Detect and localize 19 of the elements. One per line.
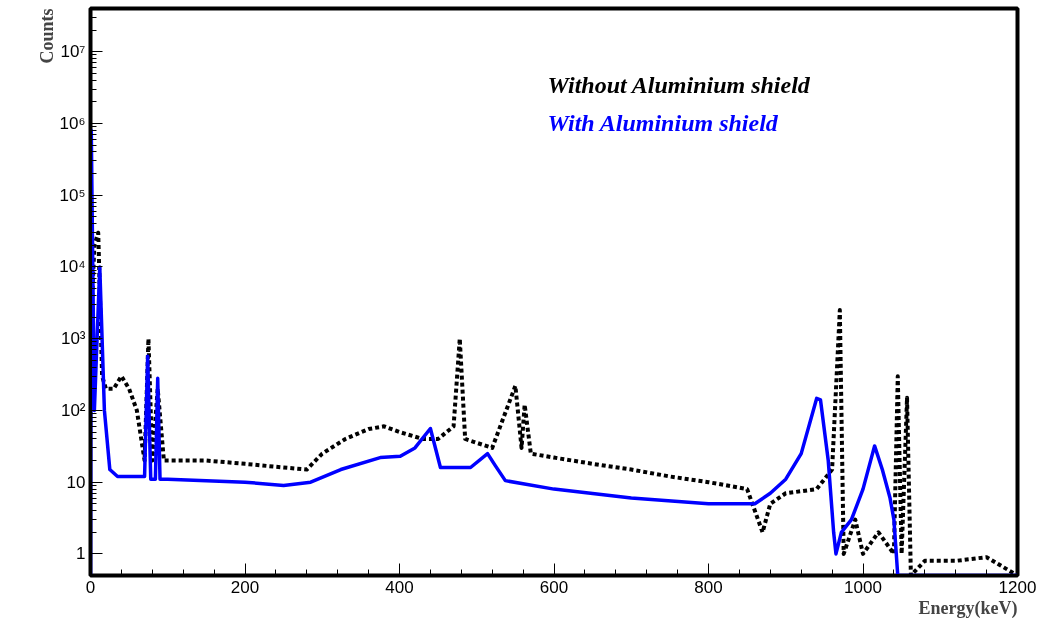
y-tick-label: 1 — [76, 544, 86, 564]
x-tick-label: 400 — [385, 577, 414, 597]
y-tick-label: 10⁵ — [59, 185, 86, 205]
text: Without Aluminium shield — [547, 71, 811, 98]
y-tick-label: 10⁷ — [60, 42, 86, 62]
x-tick-label: 1000 — [844, 577, 882, 597]
x-tick-label: 200 — [230, 577, 260, 597]
y-tick-label: 10⁴ — [59, 257, 86, 277]
x-tick-label: 600 — [539, 577, 569, 597]
x-tick-label: 800 — [694, 577, 723, 597]
x-axis-title: Energy(keV) — [918, 597, 1018, 619]
x-tick-label: 1200 — [998, 577, 1037, 597]
y-tick-label: 10⁶ — [59, 113, 86, 133]
y-tick-label: 10 — [66, 472, 86, 492]
y-tick-label: 10² — [60, 400, 86, 420]
y-axis-title: Counts — [36, 8, 57, 64]
x-tick-label: 0 — [85, 577, 96, 597]
y-tick-label: 10³ — [60, 329, 86, 349]
text: With Aluminium shield — [547, 109, 779, 136]
